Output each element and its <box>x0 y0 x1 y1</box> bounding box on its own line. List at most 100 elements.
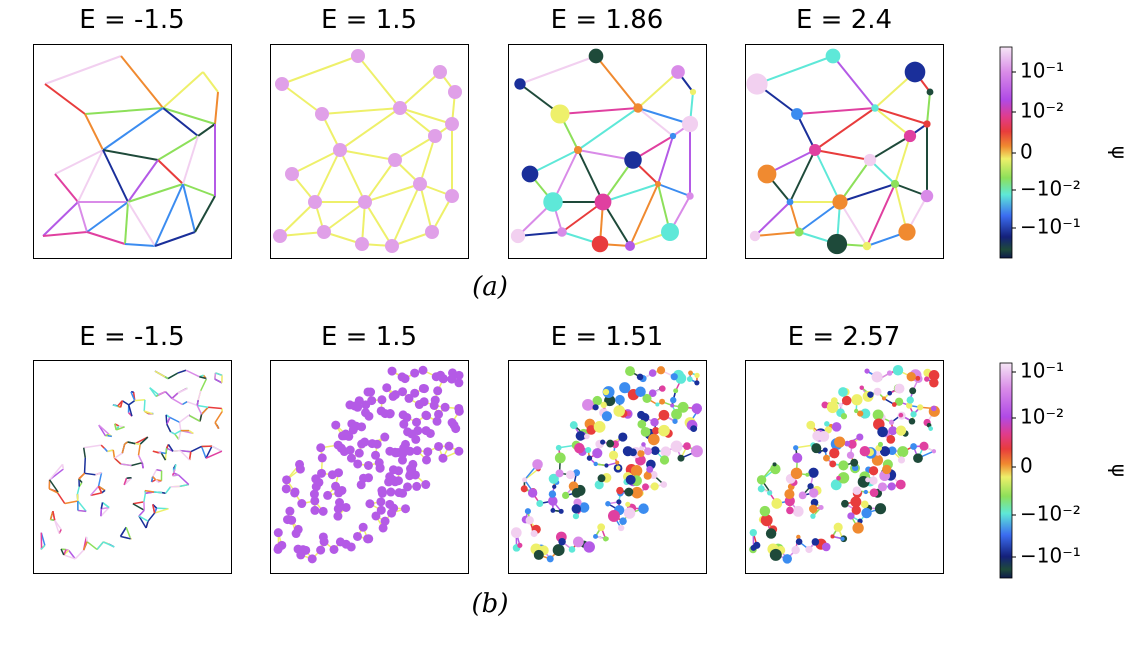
node <box>297 499 306 508</box>
node <box>637 374 644 381</box>
node <box>592 448 602 458</box>
node <box>345 400 354 409</box>
node <box>907 372 916 381</box>
colorbar-tick-label: −10⁻² <box>1020 502 1081 526</box>
node <box>422 426 431 435</box>
edge <box>144 400 145 411</box>
edge <box>135 400 145 401</box>
node <box>517 543 522 548</box>
node <box>657 366 665 374</box>
node <box>898 223 915 240</box>
node <box>547 555 554 562</box>
node <box>377 486 386 495</box>
node <box>832 194 847 209</box>
node <box>282 475 291 484</box>
node <box>334 488 343 497</box>
node <box>619 382 630 393</box>
edge <box>142 463 143 469</box>
node <box>919 442 928 451</box>
node <box>319 507 328 516</box>
node <box>395 488 404 497</box>
node <box>830 534 834 538</box>
node <box>358 195 372 209</box>
node <box>661 446 672 457</box>
node <box>625 502 630 507</box>
node <box>770 549 782 561</box>
node <box>672 419 677 424</box>
node <box>864 369 869 374</box>
node <box>566 470 575 479</box>
node <box>292 529 301 538</box>
node <box>864 154 876 166</box>
node <box>377 395 386 404</box>
node <box>441 403 450 412</box>
node <box>864 490 868 494</box>
node <box>836 476 841 481</box>
node <box>337 444 346 453</box>
node <box>865 477 870 482</box>
node <box>671 373 678 380</box>
node <box>618 525 624 531</box>
node <box>525 508 531 514</box>
node <box>277 541 286 550</box>
node <box>767 490 772 495</box>
node <box>834 523 843 532</box>
node <box>793 445 798 450</box>
node <box>522 166 539 183</box>
node <box>393 101 407 115</box>
node <box>434 442 443 451</box>
node <box>593 396 603 406</box>
node <box>432 372 441 381</box>
node <box>688 371 693 376</box>
node <box>753 542 760 549</box>
node <box>445 442 454 451</box>
node <box>593 534 598 539</box>
node <box>827 402 839 414</box>
node <box>562 492 569 499</box>
node <box>556 469 564 477</box>
node <box>411 435 420 444</box>
node <box>899 413 904 418</box>
edge <box>161 453 166 454</box>
node <box>766 528 776 538</box>
node <box>888 482 896 490</box>
edge <box>174 469 175 473</box>
node <box>514 78 525 89</box>
node <box>637 411 645 419</box>
node <box>823 455 830 462</box>
node <box>824 421 829 426</box>
node <box>534 550 544 560</box>
edge <box>135 444 140 445</box>
node <box>521 485 528 492</box>
panel-title: E = -1.5 <box>79 322 184 352</box>
node <box>398 372 407 381</box>
node <box>909 418 916 425</box>
node <box>928 426 933 431</box>
node <box>594 462 598 466</box>
panel-title: E = -1.5 <box>79 5 184 35</box>
node <box>399 410 408 419</box>
node <box>799 491 807 499</box>
node <box>894 384 904 394</box>
node <box>423 447 432 456</box>
node <box>661 223 679 241</box>
node <box>585 447 591 453</box>
node <box>924 376 929 381</box>
node <box>363 534 372 543</box>
node <box>809 488 818 497</box>
node <box>558 538 565 545</box>
node <box>329 545 338 554</box>
node <box>413 177 427 191</box>
edge <box>156 470 161 471</box>
node <box>388 153 402 167</box>
edge <box>85 458 86 473</box>
node <box>909 387 916 394</box>
node <box>931 406 937 412</box>
node <box>334 504 343 513</box>
node <box>421 480 430 489</box>
node <box>522 477 527 482</box>
node <box>438 454 447 463</box>
node <box>856 433 863 440</box>
node <box>569 546 576 553</box>
node <box>690 89 696 95</box>
